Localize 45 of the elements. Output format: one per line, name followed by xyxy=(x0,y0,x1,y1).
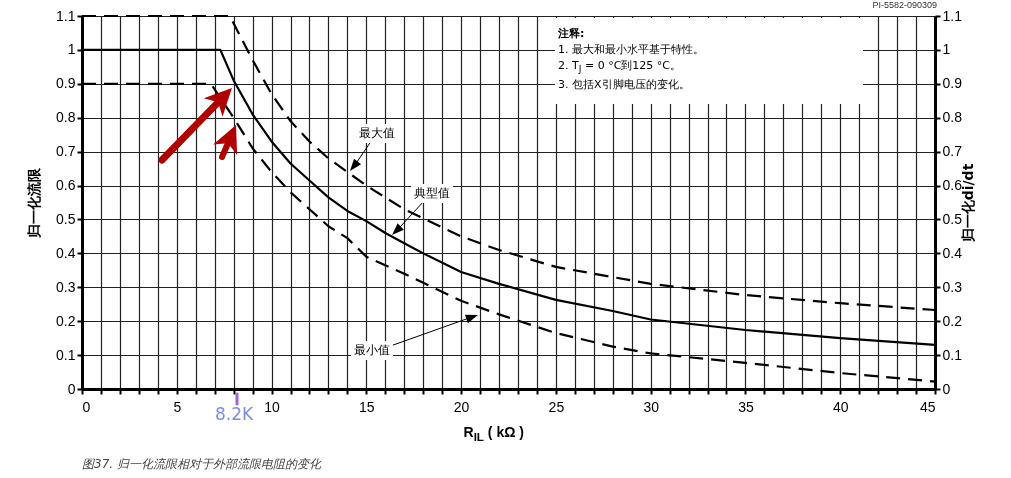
y-tick-label: 0.3 xyxy=(56,278,76,295)
y-tick-label: 0.7 xyxy=(56,143,76,160)
y-tick-label: 1 xyxy=(67,41,76,58)
y2-tick-label: 0.1 xyxy=(942,346,963,363)
y-tick-label: 0.2 xyxy=(56,312,76,329)
y2-tick-label: 0.2 xyxy=(942,312,963,329)
annotation: 典型值 xyxy=(411,184,453,203)
x-tick-label: 5 xyxy=(173,398,182,415)
y-tick-label: 0 xyxy=(67,380,76,397)
y2-tick-label: 0.6 xyxy=(942,177,963,194)
y-tick-label: 0.5 xyxy=(56,210,76,227)
y-tick-label: 0.6 xyxy=(56,177,76,194)
annotation: 最大值 xyxy=(356,124,398,143)
annotation: 3. 包括X引脚电压的变化。 xyxy=(558,77,691,94)
y-tick-label: 1.1 xyxy=(56,7,76,24)
annotation: 最小值 xyxy=(351,341,393,360)
x-tick-label: 10 xyxy=(264,398,281,415)
annotation: 注释: xyxy=(558,26,586,42)
y2-tick-label: 0.8 xyxy=(942,109,963,126)
text: PI-5582-090309 xyxy=(872,0,937,10)
y-tick-label: 0.4 xyxy=(56,244,76,261)
y-tick-label: 0.8 xyxy=(56,109,76,126)
x-tick-label: 25 xyxy=(548,398,565,415)
annotation: 2. T$_{J}$ = 0 °C到125 °C。 xyxy=(558,58,682,77)
x-tick-label: 40 xyxy=(832,398,849,415)
x-tick-label: 0 xyxy=(82,398,91,415)
text: 8.2K xyxy=(215,404,254,424)
y2-tick-label: 1 xyxy=(942,41,951,58)
y2-tick-label: 1.1 xyxy=(942,7,963,24)
x-tick-label: 30 xyxy=(643,398,660,415)
y2-tick-label: 0.4 xyxy=(942,244,963,261)
x-axis-title: R$_{IL}$ ( kΩ ) xyxy=(463,424,524,443)
y2-tick-label: 0.9 xyxy=(942,75,963,92)
caption: 图37. 归一化流限相对于外部流限电阻的变化 xyxy=(82,456,321,473)
x-tick-label: 15 xyxy=(359,398,375,415)
y-tick-label: 0.9 xyxy=(56,75,76,92)
x-tick-label: 35 xyxy=(738,398,754,415)
y2-tick-label: 0.7 xyxy=(942,143,963,160)
x-tick-label: 20 xyxy=(453,398,470,415)
x-tick-label: 45 xyxy=(919,398,936,415)
annotation: 1. 最大和最小水平基于特性。 xyxy=(558,42,704,58)
y2-tick-label: 0.3 xyxy=(942,278,963,295)
y-axis-title: 归一化流限 xyxy=(26,167,43,239)
y2-tick-label: 0 xyxy=(942,380,951,397)
y-tick-label: 0.1 xyxy=(56,346,76,363)
